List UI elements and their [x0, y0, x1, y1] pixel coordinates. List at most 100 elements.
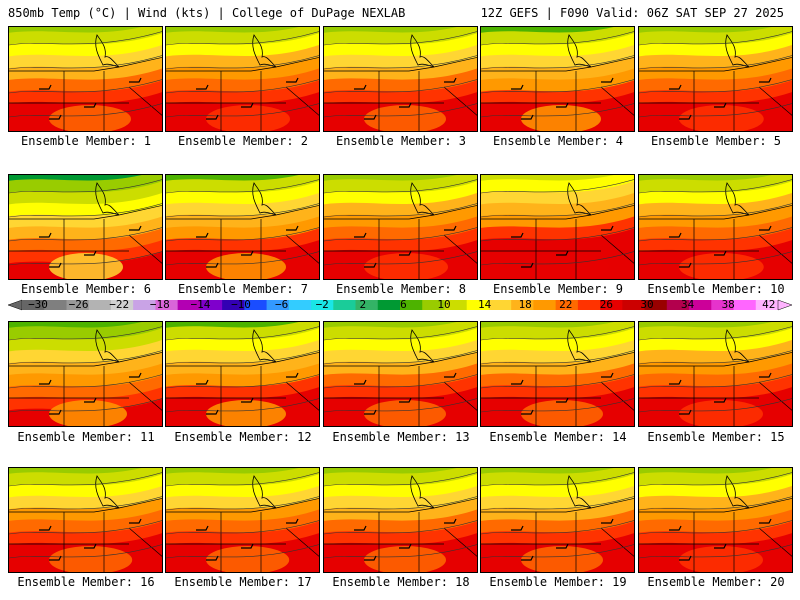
- colorbar-tick-label: −26: [68, 298, 89, 311]
- state-border: [758, 234, 792, 264]
- state-border: [748, 498, 792, 509]
- great-lakes-outline: [95, 182, 120, 216]
- member-map-svg: [324, 27, 477, 131]
- wind-barb: [39, 379, 52, 385]
- colorbar-tick-label: 38: [721, 298, 735, 311]
- wind-barb: [714, 543, 727, 549]
- height-contour: [166, 79, 319, 94]
- wind-barb: [669, 232, 682, 238]
- height-contour: [166, 31, 319, 46]
- state-border: [118, 205, 162, 216]
- height-contour: [324, 496, 477, 511]
- colorbar-swatch: [555, 300, 579, 310]
- state-border: [285, 234, 319, 264]
- wind-barb: [714, 397, 727, 403]
- state-border: [590, 205, 634, 216]
- state-border: [128, 234, 162, 264]
- warm-core: [206, 400, 286, 426]
- wind-barb: [759, 225, 772, 231]
- warm-core: [49, 546, 133, 572]
- warm-core: [679, 105, 764, 131]
- height-contour: [9, 203, 162, 218]
- height-contour: [324, 103, 477, 118]
- state-border: [600, 86, 634, 116]
- state-border: [443, 234, 477, 264]
- member-map-svg: [481, 322, 634, 426]
- wind-barb: [399, 543, 412, 549]
- colorbar-swatch: [400, 300, 423, 310]
- warm-core: [521, 105, 601, 131]
- wind-barb: [84, 250, 97, 256]
- colorbar-tick-label: 6: [400, 298, 407, 311]
- colorbar-swatch: [333, 300, 357, 310]
- height-contour: [9, 350, 162, 365]
- wind-barb: [679, 262, 692, 268]
- ensemble-member-map: [323, 467, 478, 573]
- member-map-svg: [481, 468, 634, 572]
- ensemble-member-map: [323, 321, 478, 427]
- ensemble-member-map: [480, 174, 635, 280]
- great-lakes-outline: [567, 34, 592, 68]
- wind-barb: [556, 543, 569, 549]
- height-contour: [166, 520, 319, 535]
- ensemble-member-map: [638, 174, 793, 280]
- colorbar-swatch: [355, 300, 379, 310]
- wind-barb: [601, 372, 614, 378]
- ensemble-member-label: Ensemble Member: 12: [174, 430, 312, 444]
- state-border: [275, 205, 319, 216]
- ensemble-member-map: [8, 321, 163, 427]
- wind-barb: [49, 409, 62, 415]
- state-border: [481, 361, 592, 367]
- colorbar-tick-label: 42: [762, 298, 776, 311]
- height-contour: [639, 31, 792, 46]
- state-border: [128, 381, 162, 411]
- state-border: [443, 527, 477, 557]
- warm-core: [49, 105, 131, 131]
- wind-barb: [49, 555, 62, 561]
- wind-barb: [196, 232, 209, 238]
- height-contour: [9, 374, 162, 389]
- height-contour: [481, 227, 634, 242]
- wind-barb: [354, 232, 367, 238]
- ensemble-member-label: Ensemble Member: 19: [489, 575, 627, 589]
- height-contour: [166, 179, 319, 194]
- warm-core: [521, 253, 609, 279]
- height-contour: [639, 350, 792, 365]
- great-lakes-outline: [410, 329, 435, 363]
- height-contour: [639, 227, 792, 242]
- wind-barb: [669, 379, 682, 385]
- warm-core: [206, 546, 290, 572]
- colorbar-swatch: [689, 300, 712, 310]
- height-contour: [639, 251, 792, 266]
- height-contour: [9, 544, 162, 559]
- colorbar-swatch: [88, 300, 112, 310]
- state-border: [481, 214, 592, 220]
- wind-barb: [679, 409, 692, 415]
- wind-barb: [444, 518, 457, 524]
- height-contour: [166, 350, 319, 365]
- state-border: [166, 66, 277, 72]
- height-contour: [9, 398, 162, 413]
- wind-barb: [679, 114, 692, 120]
- colorbar-swatch: [244, 300, 268, 310]
- wind-barb: [444, 77, 457, 83]
- state-border: [9, 507, 120, 513]
- ensemble-member-label: Ensemble Member: 13: [332, 430, 470, 444]
- great-lakes-outline: [410, 475, 435, 509]
- height-contour: [9, 251, 162, 266]
- colorbar-swatch: [199, 300, 223, 310]
- ensemble-member-label: Ensemble Member: 9: [492, 282, 624, 296]
- height-contour: [639, 203, 792, 218]
- state-border: [275, 57, 319, 68]
- state-border: [433, 57, 477, 68]
- wind-barb: [129, 77, 142, 83]
- colorbar-tick-label: −30: [28, 298, 48, 311]
- great-lakes-outline: [95, 475, 120, 509]
- height-contour: [9, 103, 162, 118]
- member-map-svg: [324, 468, 477, 572]
- member-map-svg: [324, 322, 477, 426]
- height-contour: [324, 203, 477, 218]
- wind-barb: [521, 555, 534, 561]
- colorbar-swatch: [66, 300, 90, 310]
- height-contour: [324, 350, 477, 365]
